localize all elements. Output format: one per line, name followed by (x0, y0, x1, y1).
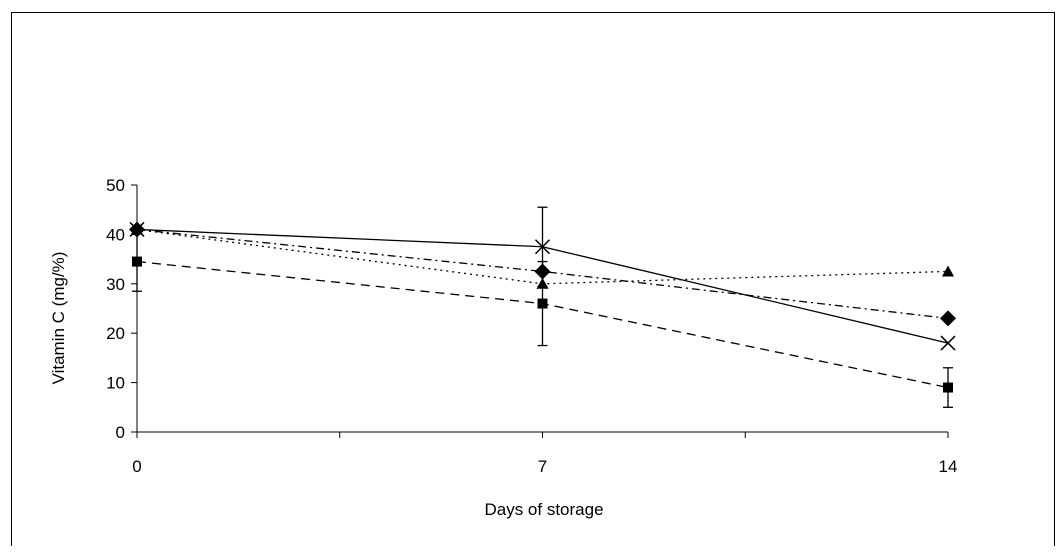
vitamin-c-chart: 0 10 20 30 40 50 0 7 14 Days of storage Vitamin … (49, 176, 957, 519)
chart-frame: 0 10 20 30 40 50 0 7 14 Days of storage Vitamin … (11, 12, 1055, 546)
data-point-square (132, 256, 142, 267)
data-point-square (943, 382, 953, 393)
y-axis-label: Vitamin C (mg/%) (49, 252, 68, 385)
y-tick-label: 0 (116, 423, 125, 442)
x-tick-label: 14 (939, 457, 958, 476)
y-tick-label: 50 (106, 176, 125, 195)
x-tick-label: 7 (538, 457, 547, 476)
x-tick-label: 0 (132, 457, 141, 476)
axes: 0 10 20 30 40 50 0 7 14 (106, 176, 957, 476)
data-point-triangle (942, 265, 954, 277)
data-point-x (940, 335, 956, 351)
series-square (132, 231, 953, 408)
y-tick-label: 20 (106, 324, 125, 343)
y-tick-label: 40 (106, 225, 125, 244)
data-point-diamond (940, 310, 956, 327)
data-point-square (537, 298, 548, 309)
series-group (129, 206, 956, 408)
y-tick-label: 10 (106, 374, 125, 393)
x-axis-label: Days of storage (484, 500, 603, 519)
series-x (129, 206, 956, 351)
y-tick-label: 30 (106, 275, 125, 294)
series-line (136, 228, 949, 320)
data-point-x (534, 239, 551, 255)
data-point-x (129, 221, 145, 237)
